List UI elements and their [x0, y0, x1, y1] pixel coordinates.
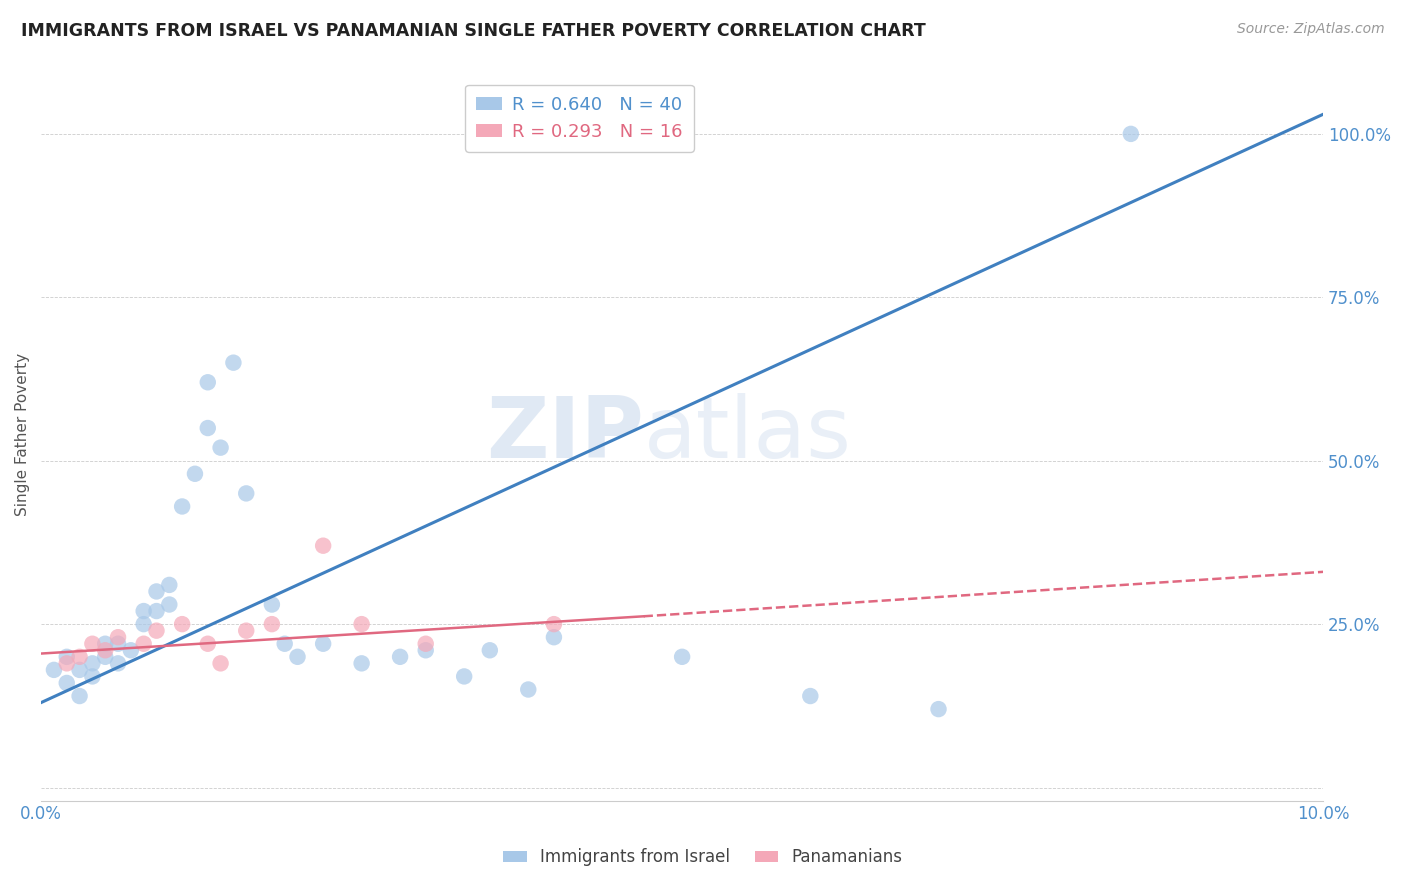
Point [1119, 127, 1142, 141]
Point [350, 657, 373, 671]
Text: ZIP: ZIP [486, 393, 644, 476]
Point [82, 657, 104, 671]
Point [132, 617, 155, 632]
Point [235, 486, 257, 500]
Point [273, 637, 295, 651]
Legend: R = 0.640   N = 40, R = 0.293   N = 16: R = 0.640 N = 40, R = 0.293 N = 16 [465, 85, 693, 152]
Point [197, 421, 219, 435]
Point [197, 637, 219, 651]
Point [453, 669, 475, 683]
Point [543, 630, 565, 644]
Point [55, 649, 77, 664]
Point [94, 643, 117, 657]
Point [209, 657, 232, 671]
Point [42, 663, 65, 677]
Point [145, 604, 167, 618]
Text: Source: ZipAtlas.com: Source: ZipAtlas.com [1237, 22, 1385, 37]
Point [82, 669, 104, 683]
Point [799, 689, 821, 703]
Point [145, 624, 167, 638]
Point [55, 676, 77, 690]
Point [107, 657, 129, 671]
Point [157, 578, 180, 592]
Point [478, 643, 501, 657]
Point [120, 643, 142, 657]
Point [209, 441, 232, 455]
Y-axis label: Single Father Poverty: Single Father Poverty [15, 353, 30, 516]
Point [69, 649, 91, 664]
Point [222, 356, 245, 370]
Point [671, 649, 693, 664]
Point [132, 604, 155, 618]
Point [197, 376, 219, 390]
Point [350, 617, 373, 632]
Point [184, 467, 207, 481]
Point [55, 657, 77, 671]
Point [107, 630, 129, 644]
Point [235, 624, 257, 638]
Point [517, 682, 540, 697]
Point [145, 584, 167, 599]
Text: atlas: atlas [644, 393, 852, 476]
Point [94, 649, 117, 664]
Point [260, 617, 283, 632]
Point [69, 663, 91, 677]
Point [928, 702, 950, 716]
Point [312, 637, 335, 651]
Legend: Immigrants from Israel, Panamanians: Immigrants from Israel, Panamanians [496, 842, 910, 873]
Point [389, 649, 412, 664]
Point [82, 637, 104, 651]
Point [94, 637, 117, 651]
Point [132, 637, 155, 651]
Point [69, 689, 91, 703]
Point [312, 539, 335, 553]
Point [172, 500, 194, 514]
Point [260, 598, 283, 612]
Point [157, 598, 180, 612]
Point [172, 617, 194, 632]
Point [107, 637, 129, 651]
Text: IMMIGRANTS FROM ISRAEL VS PANAMANIAN SINGLE FATHER POVERTY CORRELATION CHART: IMMIGRANTS FROM ISRAEL VS PANAMANIAN SIN… [21, 22, 925, 40]
Point [543, 617, 565, 632]
Point [415, 637, 437, 651]
Point [415, 643, 437, 657]
Point [287, 649, 309, 664]
